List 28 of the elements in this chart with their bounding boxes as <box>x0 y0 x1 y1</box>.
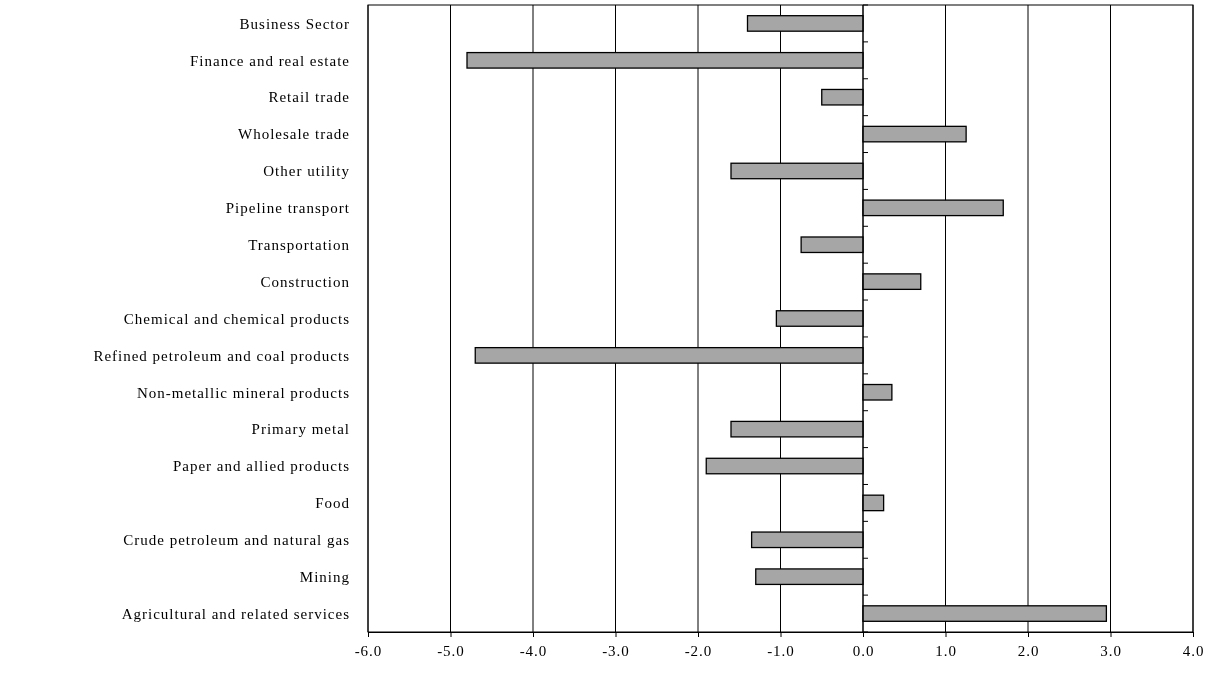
y-tick-label: Agricultural and related services <box>121 605 350 622</box>
x-tick-label: -2.0 <box>684 642 713 659</box>
y-tick-label: Chemical and chemical products <box>123 310 350 327</box>
y-tick-label: Transportation <box>248 236 350 253</box>
y-tick-label: Food <box>315 495 350 512</box>
y-tick-label: Finance and real estate <box>189 52 350 69</box>
y-tick-label: Crude petroleum and natural gas <box>123 532 350 549</box>
y-tick-label: Business Sector <box>239 15 350 32</box>
y-tick-label: Paper and allied products <box>172 458 350 475</box>
x-tick-label: -3.0 <box>602 642 630 659</box>
x-tick-label: 2.0 <box>1017 642 1040 659</box>
y-tick-label: Pipeline transport <box>225 200 350 217</box>
x-tick-label: 4.0 <box>1182 642 1205 659</box>
y-tick-label: Wholesale trade <box>237 126 350 143</box>
x-tick-label: -4.0 <box>519 642 548 659</box>
y-tick-label: Construction <box>260 273 350 290</box>
y-tick-label: Refined petroleum and coal products <box>93 347 350 364</box>
y-tick-label: Primary metal <box>251 421 350 438</box>
x-tick-label: 1.0 <box>935 642 957 659</box>
x-tick-label: -1.0 <box>767 642 795 659</box>
y-tick-label: Other utility <box>263 163 350 180</box>
y-tick-label: Mining <box>299 568 350 585</box>
y-tick-label: Retail trade <box>268 89 350 106</box>
x-tick-label: 3.0 <box>1100 642 1122 659</box>
x-tick-label: -6.0 <box>354 642 383 659</box>
x-tick-label: -5.0 <box>437 642 465 659</box>
y-tick-label: Non-metallic mineral products <box>136 384 350 401</box>
x-tick-label: 0.0 <box>852 642 875 659</box>
